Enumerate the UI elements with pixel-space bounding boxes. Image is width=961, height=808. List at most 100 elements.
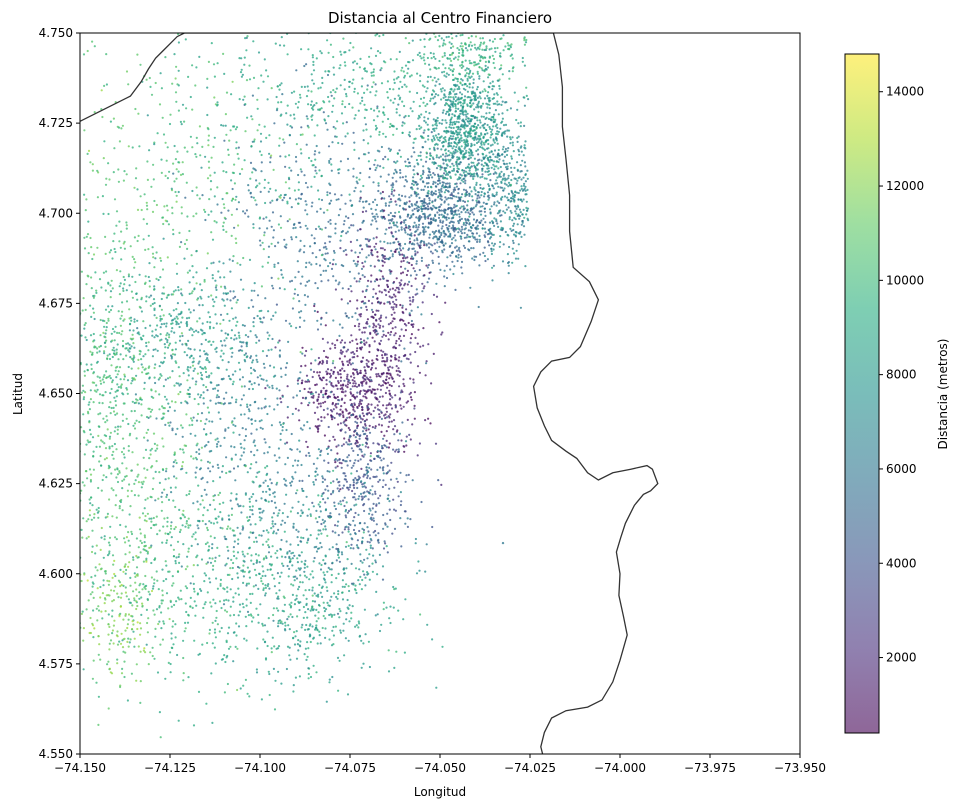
scatter-point [446, 208, 450, 211]
scatter-point [379, 69, 382, 72]
scatter-point [226, 298, 229, 301]
scatter-point [406, 158, 410, 161]
scatter-point [137, 494, 140, 497]
scatter-point [337, 373, 340, 376]
scatter-point [494, 182, 497, 185]
scatter-point [393, 508, 396, 511]
scatter-point [524, 185, 527, 188]
scatter-point [381, 384, 384, 387]
scatter-point [225, 368, 228, 371]
scatter-point [387, 213, 390, 217]
scatter-point [440, 483, 443, 486]
scatter-point [317, 448, 320, 451]
scatter-point [353, 352, 356, 356]
scatter-point [423, 274, 426, 277]
scatter-point [284, 463, 287, 466]
scatter-point [336, 612, 340, 615]
scatter-point [463, 139, 466, 142]
scatter-point [397, 251, 401, 254]
scatter-point [489, 227, 492, 230]
scatter-point [392, 419, 396, 422]
scatter-point [512, 150, 515, 153]
scatter-point [523, 64, 527, 67]
scatter-point [173, 353, 177, 356]
scatter-point [460, 255, 463, 258]
scatter-point [385, 407, 388, 410]
scatter-point [418, 127, 421, 130]
scatter-point [402, 70, 405, 73]
scatter-point [516, 161, 519, 164]
scatter-point [313, 237, 316, 240]
scatter-point [446, 226, 449, 229]
scatter-point [472, 177, 475, 180]
scatter-point [394, 354, 397, 357]
scatter-point [35, 477, 37, 479]
scatter-point [240, 454, 243, 457]
scatter-point [445, 126, 448, 129]
scatter-point [509, 142, 512, 145]
scatter-point [524, 165, 527, 168]
scatter-point [464, 217, 467, 221]
scatter-point [465, 115, 468, 118]
scatter-point [503, 182, 506, 185]
scatter-point [422, 226, 425, 229]
scatter-point [104, 332, 107, 335]
scatter-point [345, 516, 348, 519]
scatter-point [329, 219, 332, 222]
scatter-point [364, 392, 367, 396]
scatter-point [434, 162, 437, 165]
scatter-point [305, 203, 308, 206]
scatter-point [383, 240, 386, 243]
scatter-point [476, 238, 479, 241]
scatter-point [273, 265, 276, 268]
scatter-point [501, 120, 504, 123]
scatter-point [339, 208, 342, 211]
scatter-point [222, 403, 225, 406]
scatter-point [322, 349, 326, 353]
scatter-point [449, 254, 452, 257]
scatter-point [446, 186, 449, 189]
scatter-point [429, 218, 432, 221]
scatter-point [305, 349, 308, 353]
scatter-point [415, 226, 418, 229]
scatter-point [470, 161, 473, 164]
scatter-point [312, 69, 316, 72]
scatter-point [527, 98, 530, 101]
scatter-point [373, 245, 376, 248]
scatter-point [447, 217, 450, 220]
scatter-point [432, 204, 435, 207]
scatter-point [370, 74, 373, 77]
scatter-point [492, 102, 495, 105]
scatter-point [358, 313, 361, 316]
scatter-point [460, 225, 463, 228]
scatter-point [188, 269, 191, 272]
scatter-point [397, 94, 400, 97]
scatter-point [404, 510, 407, 513]
scatter-point [255, 428, 258, 431]
scatter-point [366, 84, 369, 87]
scatter-point [327, 145, 331, 148]
scatter-point [335, 406, 338, 409]
scatter-point [169, 421, 172, 424]
scatter-point [206, 389, 209, 392]
scatter-point [97, 695, 100, 698]
scatter-point [207, 467, 210, 470]
scatter-point [469, 120, 472, 123]
scatter-point [322, 111, 325, 114]
scatter-point [253, 382, 256, 385]
scatter-point [411, 479, 414, 482]
scatter-point [420, 113, 423, 116]
scatter-point [252, 493, 255, 496]
scatter-point [428, 246, 431, 249]
scatter-point [260, 407, 263, 410]
scatter-point [200, 394, 203, 397]
scatter-point [393, 70, 396, 73]
scatter-point [163, 322, 166, 325]
scatter-point [253, 369, 257, 372]
scatter-point [364, 237, 367, 241]
scatter-point [376, 408, 380, 411]
scatter-point [427, 174, 430, 177]
scatter-point [401, 176, 404, 179]
scatter-point [335, 412, 339, 415]
